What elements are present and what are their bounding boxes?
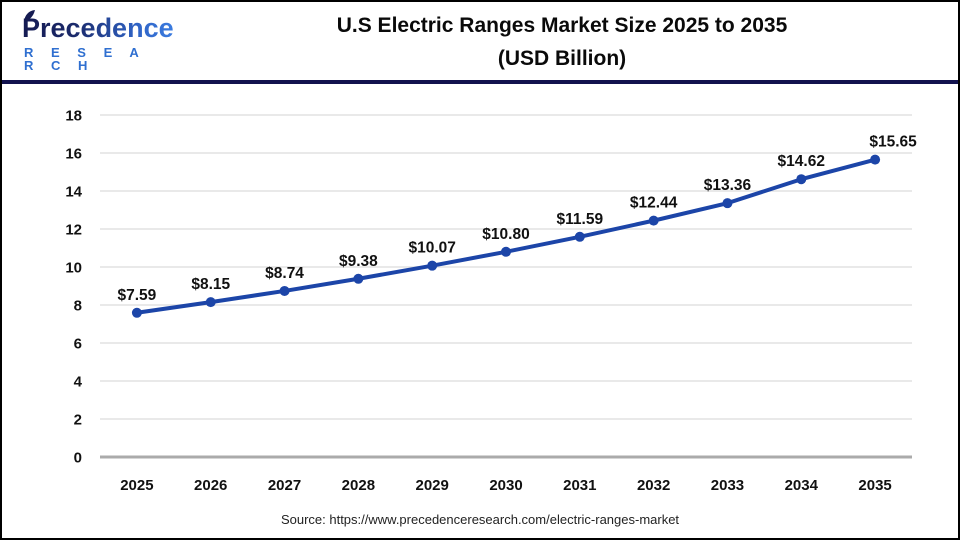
x-tick-label: 2035 xyxy=(858,477,891,494)
leaf-icon xyxy=(24,10,35,22)
y-tick-label: 14 xyxy=(65,184,82,201)
x-tick-label: 2025 xyxy=(120,477,153,494)
data-point xyxy=(870,154,881,165)
data-point xyxy=(279,285,290,296)
data-point xyxy=(574,231,585,242)
y-tick-label: 6 xyxy=(74,336,82,353)
data-label: $10.07 xyxy=(408,240,455,257)
data-point xyxy=(796,174,807,185)
x-tick-label: 2028 xyxy=(342,477,375,494)
chart-title-line2: (USD Billion) xyxy=(497,46,627,70)
data-point xyxy=(205,297,216,308)
logo-text-research: R E S E A R C H xyxy=(24,45,146,73)
data-point xyxy=(131,307,142,318)
header: Precedence R E S E A R C H U.S Electric … xyxy=(2,2,958,80)
y-tick-label: 10 xyxy=(65,260,82,277)
x-tick-label: 2032 xyxy=(637,477,670,494)
data-point xyxy=(648,215,659,226)
y-tick-label: 12 xyxy=(65,222,82,239)
line-chart: 0 2 4 6 8 10 12 14 16 18 2025 2026 2027 2028 2029 2030 2… xyxy=(65,108,917,495)
chart-title: U.S Electric Ranges Market Size 2025 to … xyxy=(182,10,942,75)
logo-text-precedence: Precedence xyxy=(22,13,174,43)
precedence-research-logo: Precedence R E S E A R C H xyxy=(22,10,174,73)
logo-wordmark: Precedence xyxy=(22,10,174,43)
y-tick-label: 16 xyxy=(65,146,82,163)
x-tick-label: 2034 xyxy=(785,477,819,494)
data-point xyxy=(353,273,364,284)
x-tick-label: 2026 xyxy=(194,477,227,494)
x-tick-label: 2030 xyxy=(489,477,522,494)
source-text: Source: https://www.precedenceresearch.c… xyxy=(280,512,680,527)
y-tick-label: 4 xyxy=(74,374,83,391)
data-label: $9.38 xyxy=(339,253,378,270)
data-label: $8.15 xyxy=(191,276,230,293)
data-label: $7.59 xyxy=(118,287,157,304)
data-label: $8.74 xyxy=(265,265,304,282)
data-point xyxy=(427,260,438,271)
chart-title-line1: U.S Electric Ranges Market Size 2025 to … xyxy=(336,14,788,37)
data-point xyxy=(722,198,733,209)
header-divider xyxy=(2,80,958,84)
data-label: $14.62 xyxy=(778,153,825,170)
y-tick-label: 2 xyxy=(74,412,82,429)
x-tick-label: 2031 xyxy=(563,477,596,494)
data-label: $11.59 xyxy=(557,211,604,228)
data-label: $15.65 xyxy=(869,134,917,151)
y-tick-label: 18 xyxy=(65,108,82,125)
data-point xyxy=(501,246,511,257)
x-tick-label: 2029 xyxy=(415,477,448,494)
x-tick-label: 2033 xyxy=(711,477,744,494)
data-label: $12.44 xyxy=(630,195,678,212)
data-label: $13.36 xyxy=(704,177,752,194)
y-tick-label: 0 xyxy=(74,450,82,467)
data-label: $10.80 xyxy=(482,226,529,243)
x-tick-label: 2027 xyxy=(268,477,301,494)
y-tick-label: 8 xyxy=(74,298,82,315)
